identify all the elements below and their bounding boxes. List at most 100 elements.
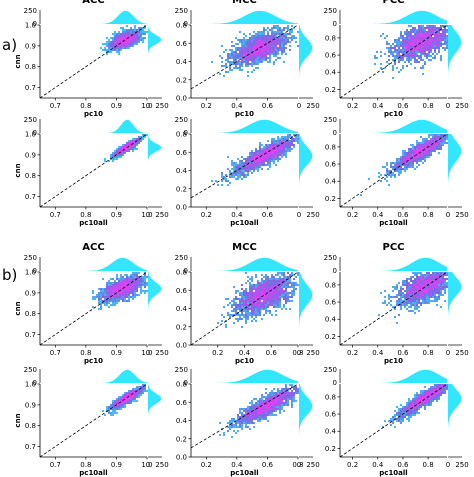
density-cell <box>269 158 271 160</box>
density-cell <box>398 41 400 43</box>
density-cell <box>265 47 267 49</box>
density-cell <box>275 392 277 394</box>
density-cell <box>263 412 265 414</box>
density-cell <box>130 31 132 33</box>
density-cell <box>386 168 388 170</box>
density-cell <box>420 49 422 51</box>
density-cell <box>285 152 287 154</box>
density-cell <box>402 45 404 47</box>
density-cell <box>416 29 418 31</box>
density-cell <box>261 164 263 166</box>
density-cell <box>104 300 106 302</box>
density-cell <box>249 408 251 410</box>
density-cell <box>422 284 424 286</box>
density-cell <box>392 59 394 61</box>
density-cell <box>130 296 132 298</box>
density-cell <box>289 300 291 302</box>
density-cell <box>388 298 390 300</box>
density-cell <box>247 51 249 53</box>
density-cell <box>426 53 428 55</box>
density-cell <box>116 156 118 158</box>
density-cell <box>249 300 251 302</box>
density-cell <box>269 55 271 57</box>
density-cell <box>251 296 253 298</box>
density-cell <box>432 272 434 274</box>
density-cell <box>430 47 432 49</box>
density-cell <box>245 35 247 37</box>
density-cell <box>277 392 279 394</box>
density-cell <box>287 150 289 152</box>
density-cell <box>255 414 257 416</box>
density-cell <box>225 298 227 300</box>
density-cell <box>406 302 408 304</box>
density-cell <box>114 47 116 49</box>
density-cell <box>247 276 249 278</box>
density-cell <box>426 290 428 292</box>
density-cell <box>382 71 384 73</box>
density-cell <box>422 47 424 49</box>
density-cell <box>112 304 114 306</box>
density-cell <box>265 296 267 298</box>
density-cell <box>231 51 233 53</box>
density-cell <box>273 282 275 284</box>
x-tick-label: 0.6 <box>266 349 278 357</box>
density-cell <box>297 138 299 140</box>
density-cell <box>255 416 257 418</box>
density-cell <box>398 282 400 284</box>
density-cell <box>116 292 118 294</box>
density-cell <box>128 37 130 39</box>
density-cell <box>92 290 94 292</box>
density-cell <box>396 158 398 160</box>
density-cell <box>245 416 247 418</box>
top-hist-tick-label: 250 <box>24 7 37 15</box>
density-cell <box>293 388 295 390</box>
density-cell <box>275 37 277 39</box>
density-cell <box>428 152 430 154</box>
density-cell <box>271 298 273 300</box>
density-cell <box>406 296 408 298</box>
density-cell <box>386 61 388 63</box>
density-cell <box>436 39 438 41</box>
density-cell <box>392 65 394 67</box>
top-hist-tick-label: 0 <box>184 20 188 28</box>
density-cell <box>279 296 281 298</box>
right-hist-tick-label: 0 <box>446 349 450 357</box>
density-cell <box>219 73 221 75</box>
density-cell <box>126 398 128 400</box>
density-cell <box>114 152 116 154</box>
density-cell <box>273 408 275 410</box>
density-cell <box>428 300 430 302</box>
top-marginal-histogram <box>40 10 147 24</box>
density-cell <box>380 174 382 176</box>
density-cell <box>259 51 261 53</box>
density-cell <box>142 390 144 392</box>
density-cell <box>261 400 263 402</box>
density-cell <box>110 304 112 306</box>
density-cell <box>263 160 265 162</box>
density-cell <box>426 41 428 43</box>
density-cell <box>277 294 279 296</box>
density-cell <box>267 300 269 302</box>
density-cell <box>102 278 104 280</box>
density-cell <box>243 310 245 312</box>
density-cell <box>275 33 277 35</box>
density-cell <box>408 406 410 408</box>
density-cell <box>442 29 444 31</box>
density-cell <box>114 294 116 296</box>
density-cell <box>291 39 293 41</box>
density-cell <box>273 302 275 304</box>
density-cell <box>285 33 287 35</box>
density-cell <box>233 170 235 172</box>
density-cell <box>420 158 422 160</box>
density-cell <box>265 278 267 280</box>
density-cell <box>410 294 412 296</box>
density-cell <box>281 396 283 398</box>
density-cell <box>255 166 257 168</box>
density-cell <box>380 55 382 57</box>
density-cell <box>275 47 277 49</box>
density-cell <box>273 402 275 404</box>
density-cell <box>271 400 273 402</box>
density-cell <box>116 286 118 288</box>
density-cell <box>426 146 428 148</box>
density-cell <box>255 320 257 322</box>
